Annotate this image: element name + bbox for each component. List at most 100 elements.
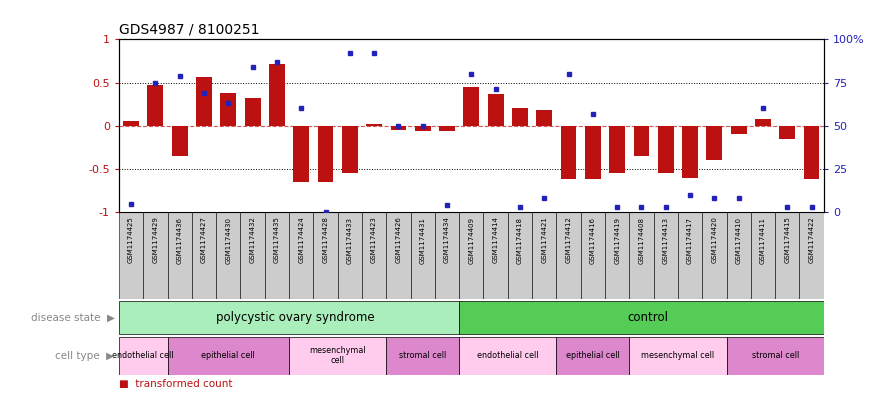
Bar [314,212,337,299]
Bar [192,212,216,299]
Bar [459,337,557,375]
Bar [245,98,261,126]
Bar [144,212,167,299]
Bar [390,126,406,130]
Bar [196,77,212,126]
Text: mesenchymal
cell: mesenchymal cell [309,346,366,365]
Text: stromal cell: stromal cell [751,351,799,360]
Bar [610,126,625,173]
Bar [605,212,629,299]
Bar [654,212,677,299]
Bar [386,212,411,299]
Bar [123,121,139,126]
Text: GSM1174415: GSM1174415 [784,217,790,263]
Bar [293,126,309,182]
Bar [220,93,236,126]
Bar [337,212,362,299]
Text: epithelial cell: epithelial cell [566,351,619,360]
Text: GSM1174425: GSM1174425 [128,217,134,263]
Text: GSM1174430: GSM1174430 [226,217,232,264]
Bar [707,126,722,160]
Bar [172,126,188,156]
Text: GSM1174412: GSM1174412 [566,217,572,263]
Text: GSM1174420: GSM1174420 [711,217,717,263]
Bar [484,212,507,299]
Bar [537,110,552,126]
Bar [265,212,289,299]
Bar [560,126,576,179]
Bar [411,212,435,299]
Text: polycystic ovary syndrome: polycystic ovary syndrome [216,311,374,324]
Text: cell type  ▶: cell type ▶ [56,351,115,361]
Bar [119,301,459,334]
Text: GSM1174419: GSM1174419 [614,217,620,264]
Bar [463,87,479,126]
Bar [727,337,824,375]
Bar [702,212,727,299]
Bar [682,126,698,178]
Bar [658,126,674,173]
Bar [629,337,727,375]
Text: GSM1174434: GSM1174434 [444,217,450,263]
Bar [633,126,649,156]
Bar [318,126,333,182]
Text: GSM1174411: GSM1174411 [760,217,766,264]
Bar [289,337,386,375]
Text: GSM1174414: GSM1174414 [492,217,499,263]
Text: GSM1174416: GSM1174416 [590,217,596,264]
Bar [147,85,163,126]
Text: GSM1174432: GSM1174432 [249,217,255,263]
Bar [366,124,382,126]
Text: GSM1174426: GSM1174426 [396,217,402,263]
Bar [269,64,285,126]
Text: control: control [627,311,668,324]
Bar [289,212,314,299]
Bar [459,212,484,299]
Bar [799,212,824,299]
Bar [342,126,358,173]
Bar [727,212,751,299]
Bar [119,337,167,375]
Text: epithelial cell: epithelial cell [202,351,255,360]
Bar [629,212,654,299]
Bar [780,126,796,139]
Text: GSM1174421: GSM1174421 [541,217,547,263]
Bar [216,212,241,299]
Text: GSM1174423: GSM1174423 [371,217,377,263]
Bar [677,212,702,299]
Bar [755,119,771,126]
Text: ■  transformed count: ■ transformed count [119,379,233,389]
Text: GSM1174428: GSM1174428 [322,217,329,263]
Text: GSM1174410: GSM1174410 [736,217,742,264]
Text: endothelial cell: endothelial cell [477,351,538,360]
Text: GSM1174422: GSM1174422 [809,217,815,263]
Bar [557,212,581,299]
Bar [415,126,431,131]
Text: GSM1174417: GSM1174417 [687,217,693,264]
Text: GDS4987 / 8100251: GDS4987 / 8100251 [119,23,259,37]
Bar [167,212,192,299]
Text: GSM1174424: GSM1174424 [298,217,304,263]
Text: GSM1174436: GSM1174436 [177,217,182,264]
Text: GSM1174409: GSM1174409 [469,217,474,264]
Bar [803,126,819,179]
Text: disease state  ▶: disease state ▶ [31,312,115,322]
Bar [557,337,629,375]
Bar [512,108,528,126]
Text: GSM1174413: GSM1174413 [663,217,669,264]
Bar [488,94,504,126]
Bar [730,126,746,134]
Bar [532,212,557,299]
Bar [119,212,144,299]
Text: GSM1174408: GSM1174408 [639,217,645,264]
Bar [585,126,601,179]
Bar [507,212,532,299]
Text: GSM1174418: GSM1174418 [517,217,523,264]
Bar [435,212,459,299]
Text: GSM1174431: GSM1174431 [419,217,426,264]
Text: stromal cell: stromal cell [399,351,447,360]
Bar [362,212,386,299]
Bar [459,301,824,334]
Bar [581,212,605,299]
Text: GSM1174427: GSM1174427 [201,217,207,263]
